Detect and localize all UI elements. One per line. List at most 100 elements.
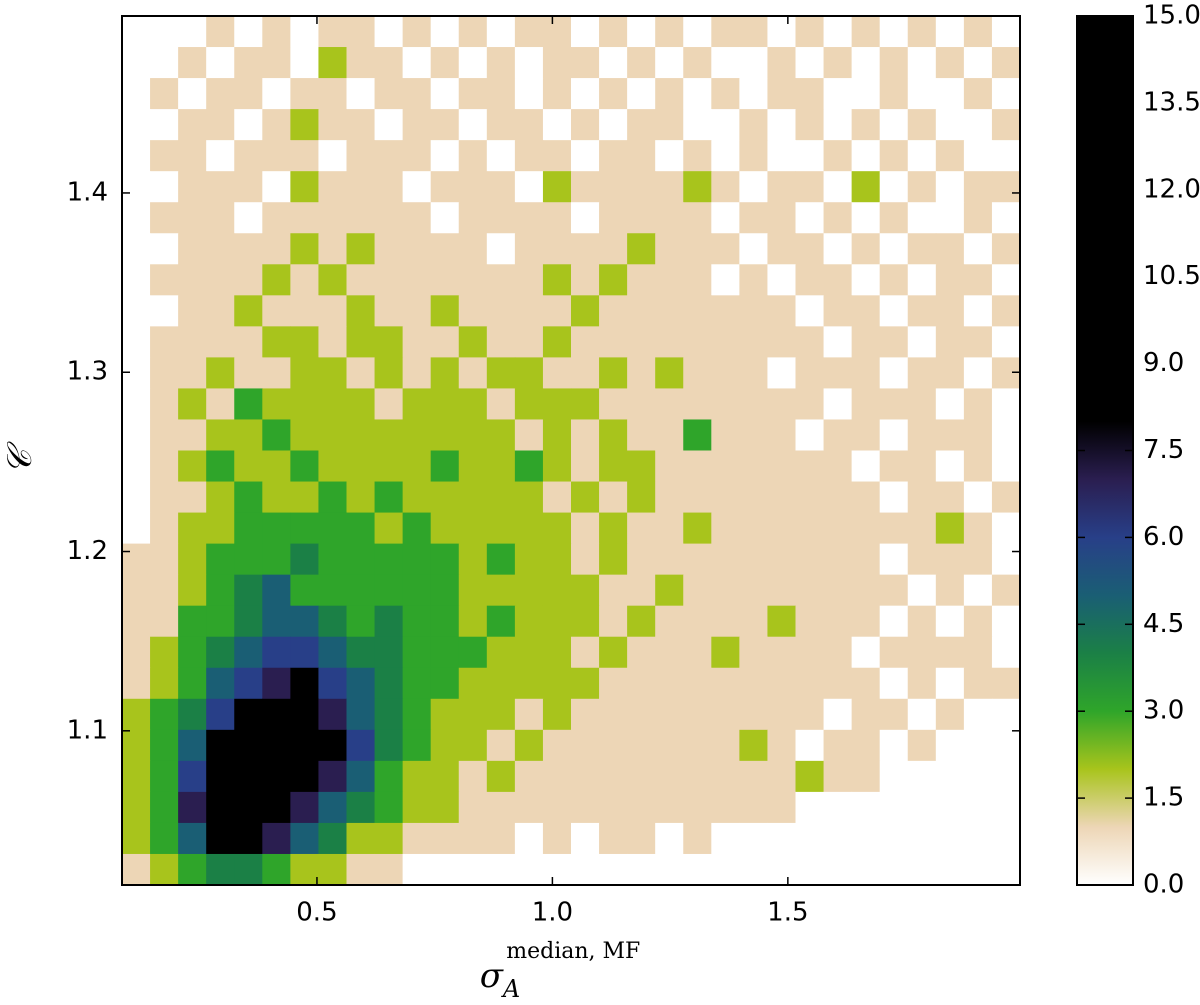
cell — [823, 512, 853, 545]
cell — [599, 202, 628, 234]
cell — [711, 233, 740, 265]
x-label-superscript: median, MF — [506, 939, 640, 964]
cell — [374, 791, 404, 824]
cell — [374, 264, 404, 296]
cell — [739, 667, 768, 700]
cell — [430, 78, 460, 110]
cell — [599, 698, 628, 731]
cell — [627, 171, 656, 203]
cell — [514, 171, 544, 203]
cell — [851, 388, 881, 420]
cell — [486, 326, 516, 358]
cell — [430, 109, 460, 141]
cell — [935, 512, 965, 545]
cell — [122, 388, 151, 420]
cell — [739, 450, 768, 483]
cell — [879, 326, 909, 358]
cell — [346, 78, 376, 110]
cell — [571, 264, 600, 296]
cell — [374, 419, 404, 451]
cell — [486, 853, 516, 886]
cell — [374, 450, 404, 483]
cell — [627, 264, 656, 296]
cell — [374, 853, 404, 886]
cell — [150, 388, 179, 420]
cell — [206, 419, 235, 451]
cell — [935, 450, 965, 483]
cell — [514, 636, 544, 669]
cell — [542, 791, 572, 824]
cell — [935, 791, 965, 824]
cell — [122, 357, 151, 389]
cell — [206, 326, 235, 358]
cell — [739, 140, 768, 172]
cell — [290, 233, 319, 265]
cell — [374, 388, 404, 420]
cell — [374, 760, 404, 793]
cell — [458, 388, 488, 420]
cell — [430, 16, 460, 48]
cell — [150, 481, 179, 514]
cell — [346, 233, 376, 265]
cell — [711, 202, 740, 234]
cell — [346, 450, 376, 483]
cell — [122, 512, 151, 545]
cell — [514, 47, 544, 79]
cell — [514, 667, 544, 700]
cell — [374, 171, 404, 203]
cell — [851, 822, 881, 855]
cell — [206, 698, 235, 731]
cell — [739, 729, 768, 762]
cell — [963, 450, 993, 483]
cell — [542, 729, 572, 762]
cell — [963, 264, 993, 296]
cell — [571, 78, 600, 110]
cell — [290, 419, 319, 451]
cell — [206, 78, 235, 110]
cell — [627, 729, 656, 762]
cell — [318, 264, 347, 296]
cell — [795, 47, 825, 79]
cell — [683, 760, 712, 793]
cell — [907, 16, 937, 48]
cell — [234, 853, 263, 886]
cell — [486, 109, 516, 141]
cell — [402, 264, 432, 296]
cell — [290, 574, 319, 607]
cell — [290, 450, 319, 483]
cell — [599, 357, 628, 389]
cell — [542, 109, 572, 141]
cell — [991, 636, 1021, 669]
cell — [683, 853, 712, 886]
cell — [122, 853, 151, 886]
cell — [430, 574, 460, 607]
cell — [262, 295, 291, 327]
cell — [150, 357, 179, 389]
cell — [374, 202, 404, 234]
x-axis-label: σAmedian, MF — [480, 939, 641, 1003]
cell — [683, 295, 712, 327]
cell — [935, 140, 965, 172]
cell — [542, 78, 572, 110]
cell — [290, 295, 319, 327]
cell — [683, 450, 712, 483]
cell — [514, 419, 544, 451]
cell — [178, 233, 207, 265]
cell — [963, 388, 993, 420]
cell — [907, 109, 937, 141]
cell — [458, 512, 488, 545]
cell — [262, 605, 291, 638]
x-tick-label: 0.5 — [296, 898, 337, 928]
cell — [318, 760, 347, 793]
cell — [795, 326, 825, 358]
cell — [991, 295, 1021, 327]
cell — [935, 543, 965, 576]
cell — [458, 450, 488, 483]
cell — [767, 233, 796, 265]
cell — [963, 729, 993, 762]
cell — [739, 264, 768, 296]
cell — [234, 109, 263, 141]
cell — [346, 140, 376, 172]
cell — [234, 419, 263, 451]
cell — [711, 760, 740, 793]
